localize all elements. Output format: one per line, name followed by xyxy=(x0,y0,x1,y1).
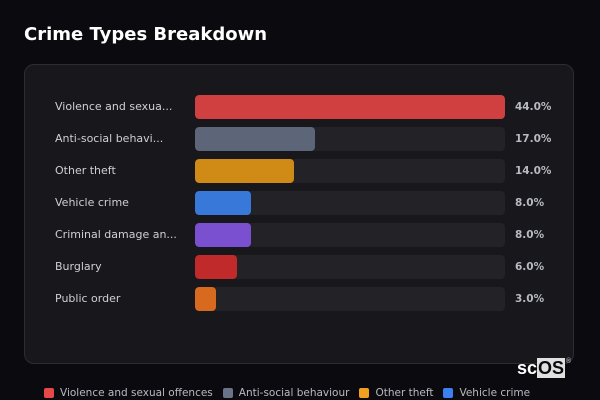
legend-swatch xyxy=(359,388,370,398)
bar-fill xyxy=(195,159,294,183)
bar-value: 17.0% xyxy=(515,133,552,145)
bar-track xyxy=(195,159,505,183)
scos-logo: sc OS ® xyxy=(517,358,571,378)
legend-label: Vehicle crime xyxy=(459,387,531,399)
legend-item[interactable]: Violence and sexual offences xyxy=(44,387,213,399)
legend-label: Anti-social behaviour xyxy=(238,387,350,399)
bar-row[interactable]: Burglary 6.0% xyxy=(25,255,573,279)
bar-row[interactable]: Vehicle crime 8.0% xyxy=(25,191,573,215)
bar-value: 14.0% xyxy=(515,165,552,177)
legend-item[interactable]: Vehicle crime xyxy=(443,387,530,399)
logo-text-sc: sc xyxy=(517,358,538,378)
bar-fill xyxy=(195,95,505,119)
bar-fill xyxy=(195,223,252,247)
chart-card: Violence and sexua... 44.0% Anti-social … xyxy=(24,64,574,364)
legend-swatch xyxy=(443,388,454,398)
bar-label: Criminal damage an... xyxy=(55,228,177,241)
bar-label: Other theft xyxy=(55,164,116,177)
bar-row[interactable]: Violence and sexua... 44.0% xyxy=(25,95,573,119)
bar-value: 6.0% xyxy=(515,261,545,273)
bar-fill xyxy=(195,255,238,279)
bar-fill xyxy=(195,127,315,151)
bar-label: Burglary xyxy=(55,260,102,273)
bar-value: 44.0% xyxy=(515,101,552,113)
bar-value: 8.0% xyxy=(515,229,545,241)
bar-fill xyxy=(195,287,217,311)
bar-row[interactable]: Other theft 14.0% xyxy=(25,159,573,183)
page-title: Crime Types Breakdown xyxy=(24,24,268,45)
bar-label: Anti-social behavi... xyxy=(55,132,164,145)
logo-text-os: OS xyxy=(537,358,566,378)
bar-value: 3.0% xyxy=(515,293,545,305)
registered-mark-icon: ® xyxy=(566,358,572,365)
bar-row[interactable]: Criminal damage an... 8.0% xyxy=(25,223,573,247)
bar-label: Public order xyxy=(55,292,121,305)
legend-swatch xyxy=(222,388,233,398)
bar-track xyxy=(195,95,505,119)
bar-label: Violence and sexua... xyxy=(55,100,173,113)
legend-label: Violence and sexual offences xyxy=(60,387,213,399)
bar-track xyxy=(195,255,505,279)
bar-track xyxy=(195,191,505,215)
bar-value: 8.0% xyxy=(515,197,545,209)
legend-item[interactable]: Other theft xyxy=(359,387,433,399)
bar-track xyxy=(195,127,505,151)
bar-track xyxy=(195,223,505,247)
bar-row[interactable]: Public order 3.0% xyxy=(25,287,573,311)
legend-item[interactable]: Anti-social behaviour xyxy=(222,387,350,399)
bar-row[interactable]: Anti-social behavi... 17.0% xyxy=(25,127,573,151)
legend-label: Other theft xyxy=(375,387,434,399)
bar-label: Vehicle crime xyxy=(55,196,129,209)
legend-swatch xyxy=(44,388,54,398)
bar-track xyxy=(195,287,505,311)
chart-legend: Violence and sexual offences Anti-social… xyxy=(44,386,540,400)
bar-fill xyxy=(195,191,252,215)
